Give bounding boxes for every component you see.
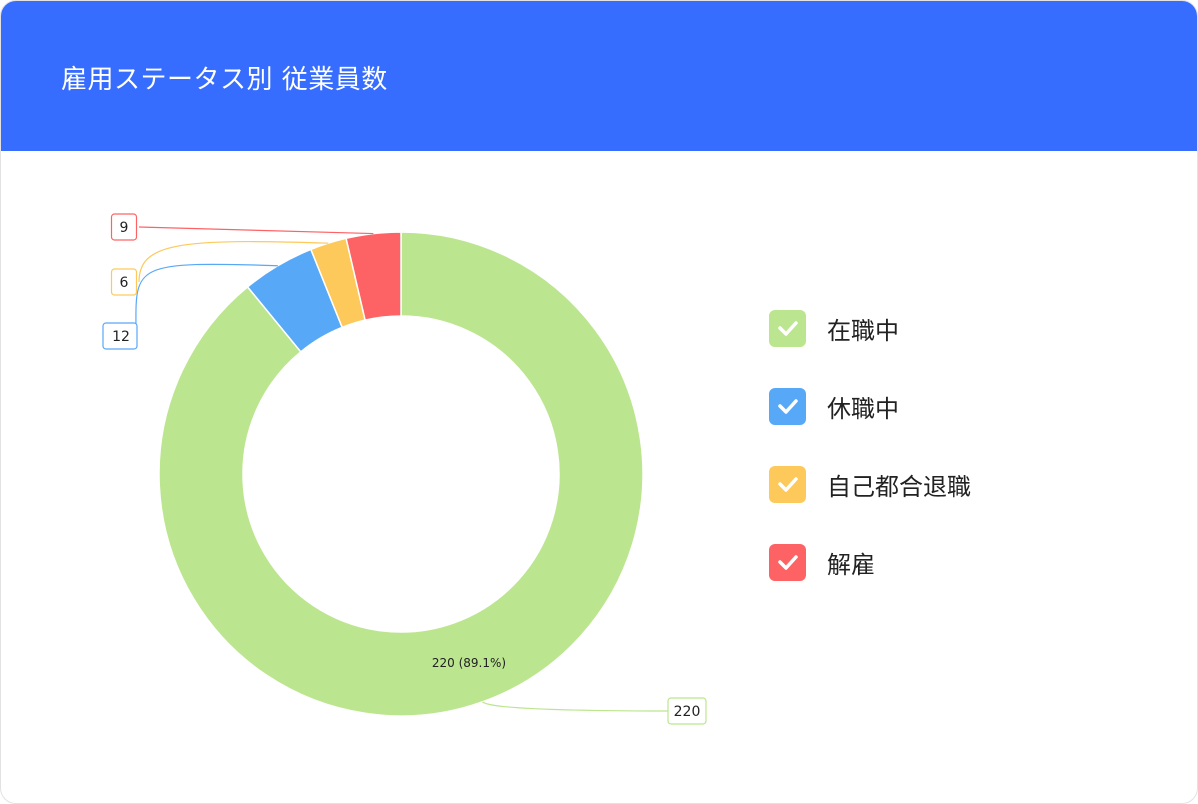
legend-item[interactable]: 休職中 <box>769 387 971 425</box>
legend-label: 休職中 <box>827 394 899 423</box>
callout-line-3 <box>138 226 374 235</box>
legend-item[interactable]: 在職中 <box>769 309 971 347</box>
legend-label: 自己都合退職 <box>827 472 971 501</box>
chart-title: 雇用ステータス別 従業員数 <box>61 65 388 95</box>
legend-label: 在職中 <box>827 316 899 345</box>
callout-line-0 <box>482 701 669 712</box>
data-label-box-0 <box>667 697 707 725</box>
data-label-0: 220 <box>674 704 701 720</box>
data-label-box-2 <box>110 268 138 296</box>
legend-item[interactable]: 解雇 <box>769 543 971 581</box>
callout-line-2 <box>138 240 329 283</box>
check-icon[interactable] <box>769 465 806 503</box>
data-label-2: 6 <box>120 275 129 291</box>
legend-label: 解雇 <box>827 550 875 579</box>
check-icon[interactable] <box>769 387 806 425</box>
callout-line-1 <box>135 263 278 337</box>
data-label-box-3 <box>110 213 138 241</box>
data-label-3: 9 <box>120 220 129 236</box>
data-label-box-1 <box>102 322 138 350</box>
slice-3[interactable] <box>345 231 402 322</box>
check-icon[interactable] <box>769 543 806 581</box>
legend-item[interactable]: 自己都合退職 <box>769 465 971 503</box>
slice-0[interactable] <box>158 231 644 717</box>
card-header: 雇用ステータス別 従業員数 <box>1 1 1197 151</box>
check-icon[interactable] <box>769 309 806 347</box>
legend: 在職中休職中自己都合退職 解雇 <box>769 309 971 621</box>
inner-value-label: 220 (89.1%) <box>432 656 506 670</box>
data-label-1: 12 <box>112 329 130 345</box>
